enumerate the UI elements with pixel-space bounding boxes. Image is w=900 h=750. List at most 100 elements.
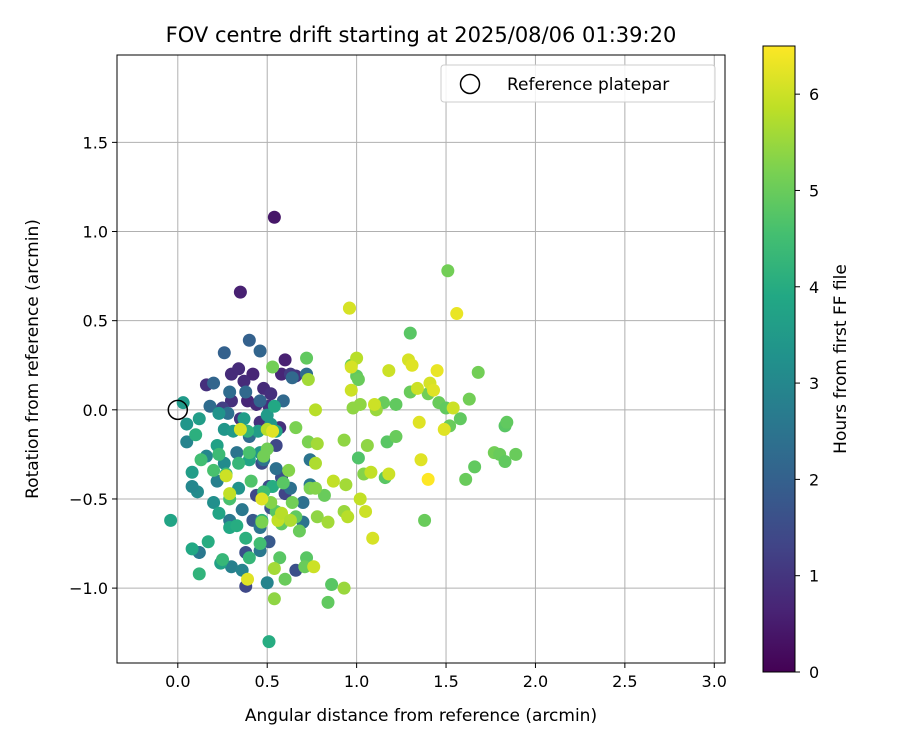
data-point xyxy=(244,474,258,488)
y-tick-label: 0.5 xyxy=(83,312,108,331)
data-point xyxy=(446,401,460,415)
data-point xyxy=(207,496,221,510)
data-point xyxy=(223,487,237,501)
data-point xyxy=(255,492,269,506)
data-point xyxy=(278,572,292,586)
data-point xyxy=(267,562,281,576)
x-tick-label: 0.5 xyxy=(254,672,279,691)
x-tick-label: 1.5 xyxy=(433,672,458,691)
data-point xyxy=(360,438,374,452)
data-point xyxy=(194,453,208,467)
data-point xyxy=(246,367,260,381)
data-points xyxy=(164,210,523,649)
data-point xyxy=(339,478,353,492)
colorbar-tick-label: 3 xyxy=(809,374,819,393)
data-point xyxy=(310,510,324,524)
data-point xyxy=(308,456,322,470)
data-point xyxy=(216,553,230,567)
colorbar-gradient xyxy=(762,45,796,673)
data-point xyxy=(337,433,351,447)
x-axis-label: Angular distance from reference (arcmin) xyxy=(245,706,597,726)
grid-lines xyxy=(117,55,725,663)
data-point xyxy=(180,435,194,449)
data-point xyxy=(430,364,444,378)
data-point xyxy=(359,504,373,518)
data-point xyxy=(471,365,485,379)
x-tick-label: 1.0 xyxy=(344,672,369,691)
data-point xyxy=(242,446,256,460)
colorbar-tick-label: 0 xyxy=(809,663,819,682)
data-point xyxy=(498,455,512,469)
data-point xyxy=(403,326,417,340)
data-point xyxy=(468,460,482,474)
data-point xyxy=(267,592,281,606)
data-point xyxy=(351,373,365,387)
data-point xyxy=(217,346,231,360)
colorbar-tick-label: 6 xyxy=(809,85,819,104)
data-point xyxy=(212,506,226,520)
data-point xyxy=(321,595,335,609)
data-point xyxy=(344,383,358,397)
data-point xyxy=(405,358,419,372)
data-point xyxy=(262,635,276,649)
data-point xyxy=(223,385,237,399)
data-point xyxy=(292,524,306,538)
data-point xyxy=(260,408,274,422)
data-point xyxy=(192,567,206,581)
data-point xyxy=(341,510,355,524)
data-point xyxy=(337,581,351,595)
data-point xyxy=(414,453,428,467)
data-point xyxy=(224,560,238,574)
data-point xyxy=(267,210,281,224)
data-point xyxy=(242,333,256,347)
y-tick-label: 0.0 xyxy=(83,401,108,420)
data-point xyxy=(301,373,315,387)
colorbar-tick-label: 1 xyxy=(809,567,819,586)
data-point xyxy=(321,515,335,529)
data-point xyxy=(462,392,476,406)
data-point xyxy=(389,430,403,444)
reference-marker xyxy=(167,399,189,421)
x-axis-ticks: 0.0 0.5 1.0 1.5 2.0 2.5 3.0 xyxy=(165,663,727,691)
data-point xyxy=(418,513,432,527)
data-point xyxy=(212,406,226,420)
data-point xyxy=(278,353,292,367)
data-point xyxy=(366,531,380,545)
plot-frame xyxy=(116,54,726,664)
data-point xyxy=(276,476,290,490)
x-tick-label: 2.0 xyxy=(523,672,548,691)
data-point xyxy=(185,465,199,479)
legend-box xyxy=(440,64,716,103)
x-tick-label: 0.0 xyxy=(165,672,190,691)
colorbar: 0 1 2 3 4 5 6 Hours from first FF file xyxy=(762,45,851,682)
data-point xyxy=(382,467,396,481)
data-point xyxy=(201,535,215,549)
legend-reference-icon xyxy=(459,73,481,95)
data-point xyxy=(300,351,314,365)
data-point xyxy=(427,383,441,397)
data-point xyxy=(310,437,324,451)
data-point xyxy=(253,394,267,408)
data-point xyxy=(298,560,312,574)
data-point xyxy=(189,428,203,442)
data-point xyxy=(269,462,283,476)
data-point xyxy=(382,364,396,378)
y-tick-label: 1.0 xyxy=(83,223,108,242)
colorbar-tick-label: 5 xyxy=(809,181,819,200)
data-point xyxy=(459,472,473,486)
data-point xyxy=(185,479,199,493)
data-point xyxy=(221,406,235,420)
data-point xyxy=(308,403,322,417)
data-point xyxy=(237,412,251,426)
chart-title: FOV centre drift starting at 2025/08/06 … xyxy=(166,23,677,47)
data-point xyxy=(232,456,246,470)
data-point xyxy=(344,360,358,374)
colorbar-tick-label: 4 xyxy=(809,278,819,297)
data-point xyxy=(233,422,247,436)
data-point xyxy=(203,399,217,413)
data-point xyxy=(412,415,426,429)
data-point xyxy=(296,496,310,510)
legend-entry-reference: Reference platepar xyxy=(507,75,669,95)
data-point xyxy=(239,385,253,399)
data-point xyxy=(235,503,249,517)
